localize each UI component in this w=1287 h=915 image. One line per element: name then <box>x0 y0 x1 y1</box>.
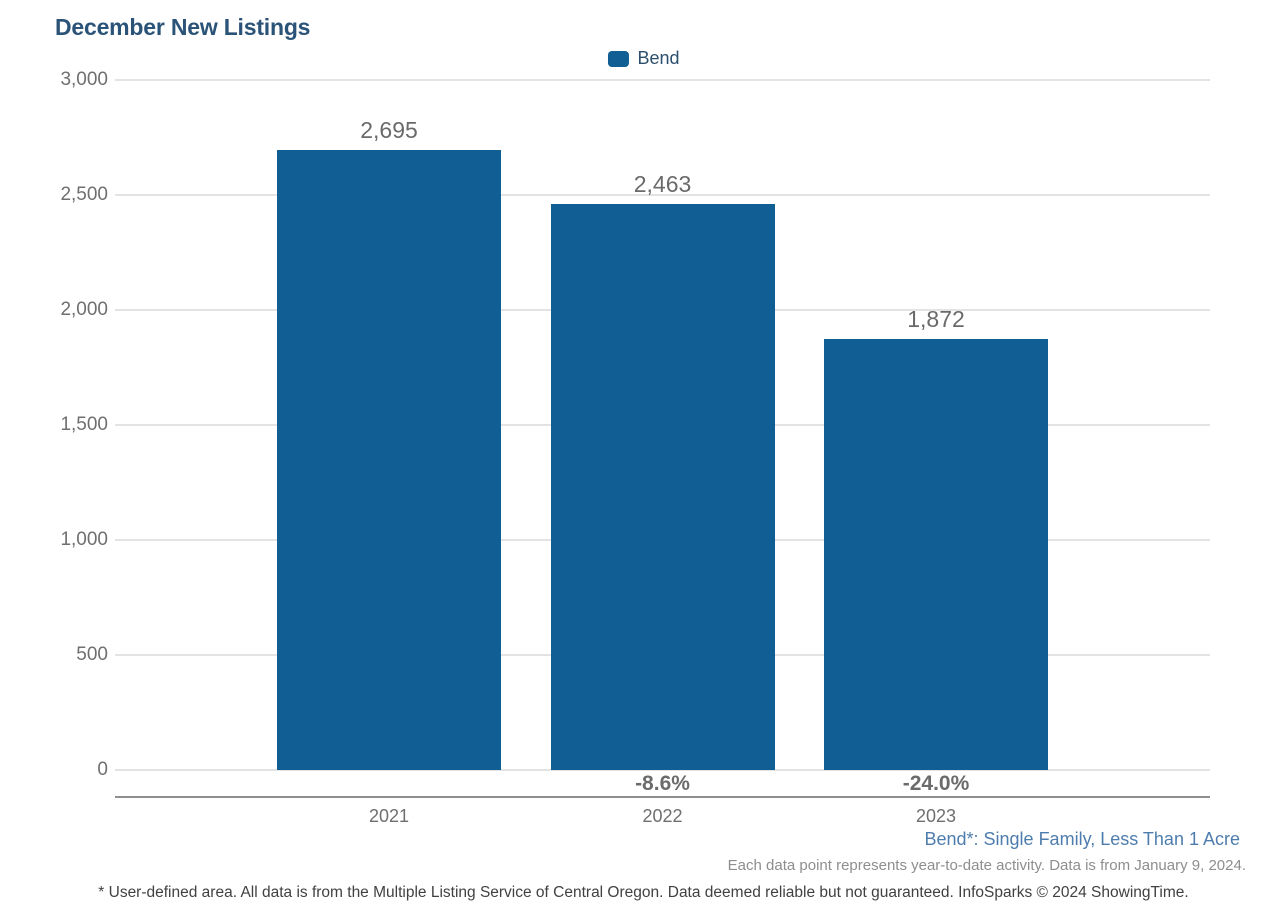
y-axis-label: 2,000 <box>60 299 108 320</box>
gridline-3,000 <box>115 79 1210 81</box>
gridline-0 <box>115 769 1210 771</box>
y-axis-label: 3,000 <box>60 69 108 90</box>
bar-2023[interactable] <box>824 339 1048 770</box>
x-axis-line <box>115 796 1210 798</box>
bar-2021[interactable] <box>277 150 501 770</box>
chart-title: December New Listings <box>55 14 311 40</box>
legend-swatch-icon <box>607 50 629 67</box>
data-note: Each data point represents year-to-date … <box>727 857 1246 874</box>
y-axis-label: 0 <box>97 759 108 780</box>
y-axis-label: 500 <box>76 644 108 665</box>
legend-item-bend[interactable]: Bend <box>607 48 680 69</box>
x-axis-label-2021: 2021 <box>368 806 410 826</box>
disclaimer-note: * User-defined area. All data is from th… <box>98 884 1189 901</box>
bar-value-label: 1,872 <box>907 306 965 333</box>
y-axis-label: 1,500 <box>60 414 108 435</box>
bar-2022[interactable] <box>550 203 775 770</box>
y-axis-label: 2,500 <box>60 184 108 205</box>
gridline-2,500 <box>115 194 1210 196</box>
x-axis-label-2023: 2023 <box>915 806 957 826</box>
legend-label: Bend <box>637 48 680 68</box>
bar-value-label: 2,695 <box>360 117 418 144</box>
series-definition-note: Bend*: Single Family, Less Than 1 Acre <box>924 829 1240 849</box>
bar-value-label: 2,463 <box>633 170 692 197</box>
pct-change-label: -24.0% <box>902 772 970 795</box>
pct-change-label: -8.6% <box>635 772 690 795</box>
y-axis-label: 1,000 <box>60 529 108 550</box>
x-axis-label-2022: 2022 <box>642 806 683 826</box>
